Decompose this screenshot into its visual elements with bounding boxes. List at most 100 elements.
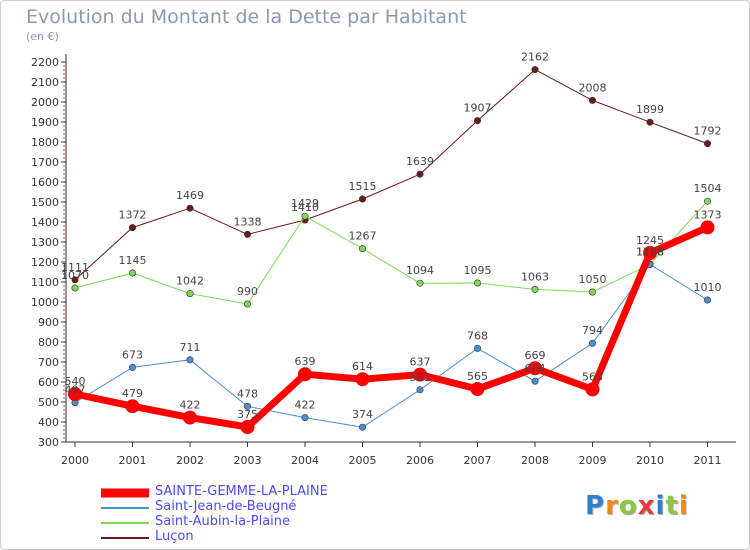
- data-point-saint-jean-de-beugne: [129, 363, 137, 371]
- data-label-saint-jean-de-beugne: 673: [122, 348, 143, 361]
- data-point-saint-aubin-la-plaine: [301, 212, 309, 220]
- data-label-lucon: 1338: [234, 215, 262, 228]
- y-tick-label: 300: [38, 436, 59, 449]
- data-point-saint-aubin-la-plaine: [71, 284, 79, 292]
- x-tick-label: 2005: [349, 454, 377, 467]
- y-tick-label: 1100: [31, 276, 59, 289]
- data-label-sainte-gemme-la-plaine: 540: [65, 375, 86, 388]
- chart-title: Evolution du Montant de la Dette par Hab…: [26, 6, 467, 28]
- legend-label: Saint-Aubin-la-Plaine: [155, 514, 291, 529]
- data-point-saint-jean-de-beugne: [301, 414, 309, 422]
- data-label-saint-jean-de-beugne: 374: [352, 408, 373, 421]
- y-tick-label: 800: [38, 336, 59, 349]
- data-label-sainte-gemme-la-plaine: 637: [410, 356, 431, 369]
- legend-swatch: [101, 506, 149, 509]
- data-point-saint-jean-de-beugne: [531, 377, 539, 385]
- data-point-sainte-gemme-la-plaine: [355, 372, 370, 387]
- data-point-sainte-gemme-la-plaine: [585, 382, 600, 397]
- data-point-sainte-gemme-la-plaine: [700, 220, 715, 235]
- y-tick-label: 400: [38, 416, 59, 429]
- x-tick-label: 2011: [694, 454, 722, 467]
- data-label-saint-aubin-la-plaine: 1267: [349, 230, 377, 243]
- data-point-saint-jean-de-beugne: [416, 386, 424, 394]
- x-tick-label: 2010: [636, 454, 664, 467]
- data-point-saint-aubin-la-plaine: [588, 288, 596, 296]
- data-label-lucon: 1792: [694, 125, 722, 138]
- data-label-saint-aubin-la-plaine: 1063: [521, 270, 549, 283]
- data-point-saint-jean-de-beugne: [703, 296, 711, 304]
- data-label-lucon: 1410: [291, 201, 319, 214]
- data-label-saint-jean-de-beugne: 1188: [636, 245, 664, 258]
- chart-legend: SAINTE-GEMME-LA-PLAINE Saint-Jean-de-Beug…: [101, 484, 431, 545]
- data-point-saint-aubin-la-plaine: [473, 279, 481, 287]
- data-label-saint-aubin-la-plaine: 1504: [694, 182, 722, 195]
- data-label-lucon: 1469: [176, 189, 204, 202]
- y-tick-label: 1700: [31, 156, 59, 169]
- data-point-saint-aubin-la-plaine: [531, 285, 539, 293]
- data-label-sainte-gemme-la-plaine: 1373: [694, 208, 722, 221]
- y-tick-label: 2000: [31, 96, 59, 109]
- data-point-saint-jean-de-beugne: [186, 356, 194, 364]
- data-point-sainte-gemme-la-plaine: [643, 246, 657, 260]
- data-point-lucon: [358, 195, 366, 203]
- data-label-saint-aubin-la-plaine: 1188: [636, 245, 664, 258]
- data-label-saint-aubin-la-plaine: 1094: [406, 264, 434, 277]
- data-label-saint-aubin-la-plaine: 990: [237, 285, 258, 298]
- legend-item: Saint-Aubin-la-Plaine: [101, 514, 431, 530]
- x-tick-label: 2002: [176, 454, 204, 467]
- x-tick-label: 2000: [61, 454, 89, 467]
- series-line-saint-jean-de-beugne: [74, 263, 708, 428]
- y-tick-label: 1800: [31, 136, 59, 149]
- series-line-sainte-gemme-la-plaine: [71, 223, 711, 431]
- data-label-saint-jean-de-beugne: 478: [237, 387, 258, 400]
- data-label-lucon: 2008: [579, 81, 607, 94]
- y-tick-label: 1400: [31, 216, 59, 229]
- data-label-saint-jean-de-beugne: 422: [295, 399, 316, 412]
- data-point-lucon: [588, 96, 596, 104]
- data-point-sainte-gemme-la-plaine: [125, 399, 140, 414]
- y-tick-label: 900: [38, 316, 59, 329]
- series-line-lucon: [74, 69, 708, 281]
- data-point-saint-jean-de-beugne: [588, 339, 596, 347]
- x-tick-label: 2006: [406, 454, 434, 467]
- data-label-lucon: 1907: [464, 102, 492, 115]
- chart-unit-label: (en €): [26, 30, 59, 43]
- series-line-saint-aubin-la-plaine: [74, 200, 708, 305]
- logo-letter: x: [637, 491, 656, 521]
- y-tick-label: 2200: [31, 56, 59, 69]
- y-tick-label: 1300: [31, 236, 59, 249]
- x-tick-label: 2003: [234, 454, 262, 467]
- x-tick-label: 2007: [464, 454, 492, 467]
- proxiti-logo: Proxiti: [585, 491, 689, 521]
- y-tick-label: 1000: [31, 296, 59, 309]
- data-point-lucon: [473, 117, 481, 125]
- data-label-sainte-gemme-la-plaine: 669: [525, 349, 546, 362]
- data-label-saint-aubin-la-plaine: 1145: [119, 254, 147, 267]
- data-point-lucon: [416, 170, 424, 178]
- data-label-sainte-gemme-la-plaine: 565: [467, 370, 488, 383]
- data-label-sainte-gemme-la-plaine: 1245: [636, 234, 664, 247]
- legend-label: Saint-Jean-de-Beugné: [155, 499, 297, 514]
- data-point-lucon: [71, 276, 79, 284]
- data-point-sainte-gemme-la-plaine: [298, 367, 312, 382]
- data-label-saint-jean-de-beugne: 794: [582, 324, 603, 337]
- logo-letter: i: [655, 491, 666, 521]
- data-label-lucon: 1111: [61, 261, 89, 274]
- data-point-saint-aubin-la-plaine: [186, 290, 194, 298]
- y-tick-label: 2100: [31, 76, 59, 89]
- data-label-saint-jean-de-beugne: 768: [467, 329, 488, 342]
- logo-letter: i: [678, 491, 689, 521]
- legend-item: SAINTE-GEMME-LA-PLAINE: [101, 484, 431, 500]
- data-label-saint-aubin-la-plaine: 1429: [291, 197, 319, 210]
- data-point-sainte-gemme-la-plaine: [68, 387, 82, 401]
- y-tick-label: 1600: [31, 176, 59, 189]
- y-tick-label: 600: [38, 376, 59, 389]
- data-label-sainte-gemme-la-plaine: 614: [352, 360, 373, 373]
- data-label-saint-jean-de-beugne: 604: [525, 362, 546, 375]
- data-point-saint-jean-de-beugne: [473, 344, 481, 352]
- data-point-lucon: [531, 66, 539, 74]
- data-point-lucon: [186, 204, 194, 212]
- data-label-saint-jean-de-beugne: 711: [180, 341, 201, 354]
- data-label-lucon: 1372: [119, 209, 147, 222]
